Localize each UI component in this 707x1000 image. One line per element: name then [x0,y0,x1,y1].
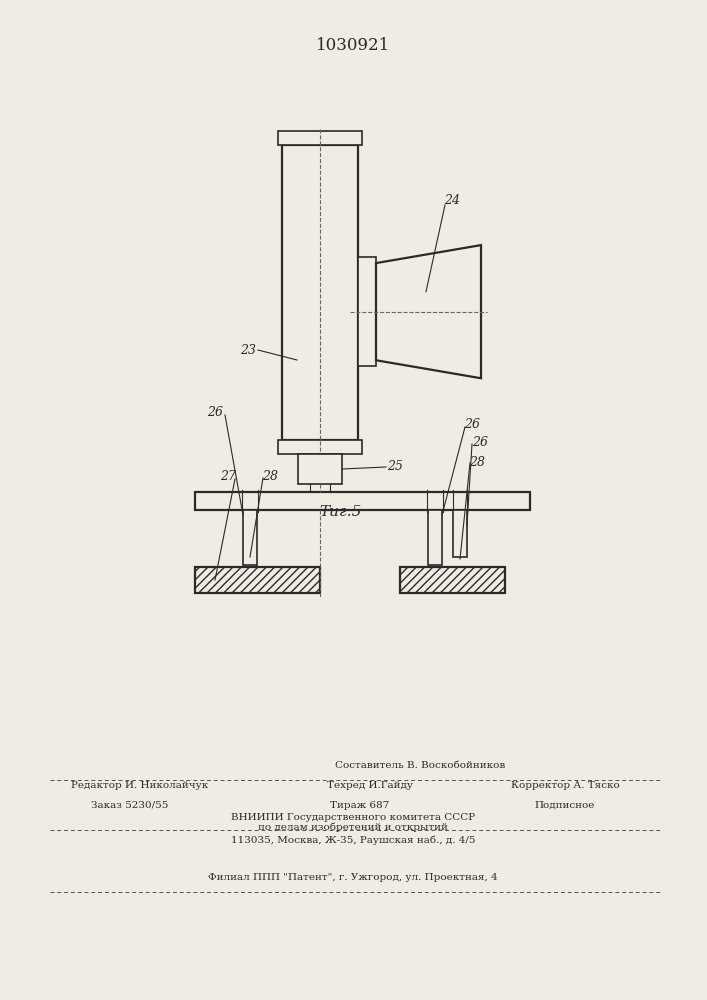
Bar [310,454,330,460]
Bar [278,131,362,145]
Text: 1030921: 1030921 [316,36,390,53]
Bar [195,492,530,510]
Text: 24: 24 [444,194,460,207]
Text: Редактор И. Николайчук: Редактор И. Николайчук [71,782,209,790]
Text: 28: 28 [262,470,278,483]
Text: Составитель В. Воскобойников: Составитель В. Воскобойников [335,760,505,770]
Polygon shape [376,245,481,378]
Bar [282,145,358,440]
Text: Филиал ППП "Патент", г. Ужгород, ул. Проектная, 4: Филиал ППП "Патент", г. Ужгород, ул. Про… [208,874,498,882]
Text: 26: 26 [464,418,480,432]
Text: по делам изобретений и открытий: по делам изобретений и открытий [258,822,448,832]
Text: Тираж 687: Тираж 687 [330,800,390,810]
Text: 23: 23 [240,344,256,357]
Text: Τиг.5: Τиг.5 [319,505,361,519]
Bar [428,510,442,565]
Text: Корректор А. Тяско: Корректор А. Тяско [510,782,619,790]
Text: Подписное: Подписное [534,800,595,810]
Bar [298,454,342,484]
Text: ВНИИПИ Государственного комитета СССР: ВНИИПИ Государственного комитета СССР [231,812,475,822]
Bar [195,567,320,593]
Bar [358,257,376,366]
Text: 26: 26 [472,436,488,448]
Text: 25: 25 [387,460,403,474]
Text: Техред И.Гайду: Техред И.Гайду [327,782,413,790]
Text: 28: 28 [469,456,485,468]
Bar [243,510,257,565]
Bar [453,510,467,557]
Text: 27: 27 [220,470,236,483]
Text: 26: 26 [207,406,223,418]
Text: 113035, Москва, Ж-35, Раушская наб., д. 4/5: 113035, Москва, Ж-35, Раушская наб., д. … [230,835,475,845]
Text: Заказ 5230/55: Заказ 5230/55 [91,800,169,810]
Bar [400,567,505,593]
Bar [278,440,362,454]
